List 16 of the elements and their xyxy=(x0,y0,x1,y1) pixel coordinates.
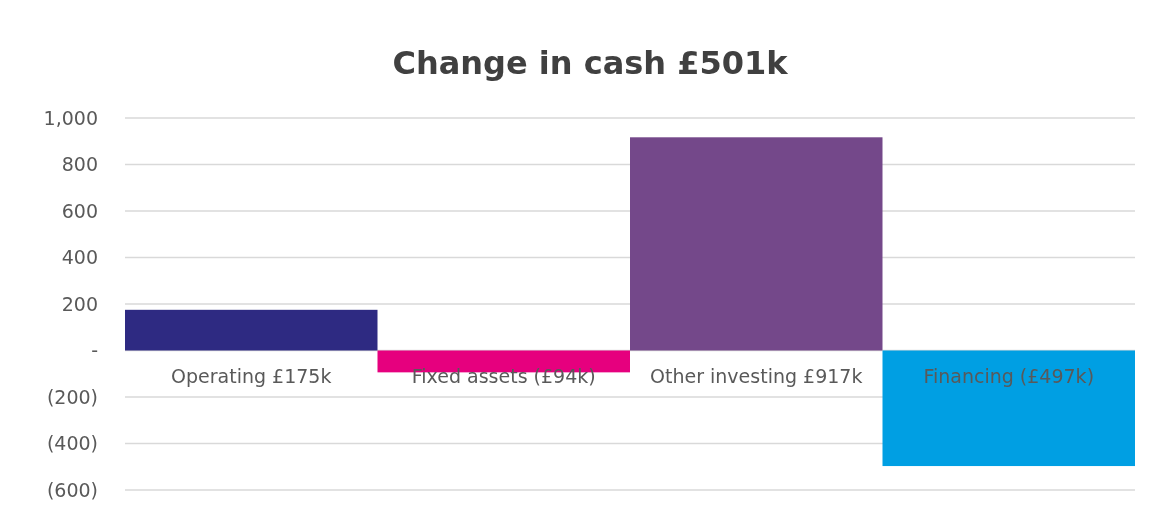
y-tick-label: 200 xyxy=(61,292,98,315)
y-tick-label: (200) xyxy=(46,385,98,408)
bar xyxy=(882,350,1135,467)
y-tick-label: (600) xyxy=(46,478,98,501)
y-tick-label: 1,000 xyxy=(43,106,98,129)
y-tick-label: - xyxy=(91,339,98,362)
x-tick-label: Financing (£497k) xyxy=(923,364,1095,387)
chart-title: Change in cash £501k xyxy=(392,44,789,82)
bar xyxy=(630,137,883,351)
y-tick-label: (400) xyxy=(46,432,98,455)
y-tick-label: 400 xyxy=(61,246,98,269)
y-tick-label: 600 xyxy=(61,199,98,222)
y-tick-label: 800 xyxy=(61,153,98,176)
bar xyxy=(125,309,378,351)
x-tick-label: Other investing £917k xyxy=(650,364,863,387)
x-tick-label: Operating £175k xyxy=(171,364,332,387)
